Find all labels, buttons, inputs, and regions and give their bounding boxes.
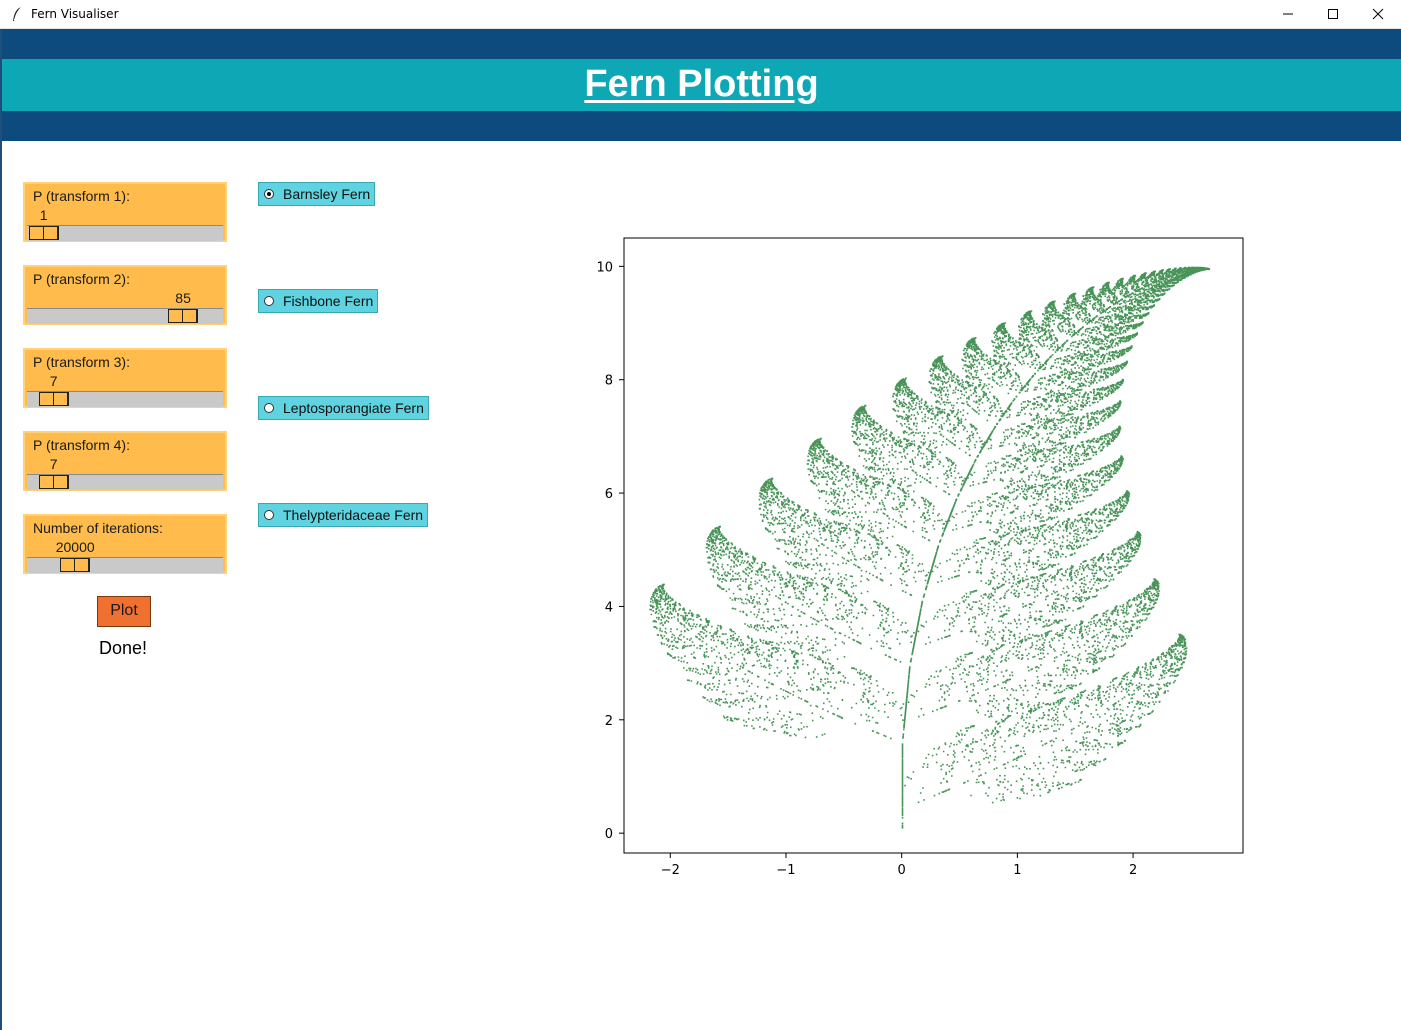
slider-value: 1 <box>39 207 48 223</box>
maximize-icon <box>1328 9 1338 19</box>
y-tick-label: 10 <box>596 260 613 275</box>
radio-label: Thelypteridaceae Fern <box>283 507 424 523</box>
radio-label: Barnsley Fern <box>283 186 371 202</box>
y-tick-label: 0 <box>605 827 613 842</box>
radio-label: Leptosporangiate Fern <box>283 400 424 416</box>
scatter-points <box>649 266 1211 829</box>
slider-transform-4: P (transform 4): 7 <box>23 431 227 491</box>
minimize-button[interactable] <box>1265 0 1311 28</box>
status-text: Done! <box>99 638 148 658</box>
plot-button[interactable]: Plot <box>97 596 151 627</box>
x-tick-label: 0 <box>898 863 906 878</box>
close-icon <box>1372 8 1384 20</box>
slider-thumb[interactable] <box>38 392 69 406</box>
radio-thelypteridaceae-fern[interactable]: Thelypteridaceae Fern <box>258 503 429 527</box>
slider-value: 7 <box>49 373 58 389</box>
slider-label: P (transform 4): <box>33 437 130 453</box>
close-button[interactable] <box>1355 0 1401 28</box>
slider-thumb[interactable] <box>60 558 91 572</box>
fern-scatter-plot: −2 −1 0 1 2 0 2 4 6 8 10 <box>596 237 1244 878</box>
radio-indicator <box>264 296 274 306</box>
y-tick-label: 8 <box>605 374 613 389</box>
slider-label: P (transform 3): <box>33 354 130 370</box>
slider-label: P (transform 1): <box>33 188 130 204</box>
slider-value: 20000 <box>55 539 95 555</box>
radio-leptosporangiate-fern[interactable]: Leptosporangiate Fern <box>258 396 429 420</box>
slider-trough[interactable] <box>27 391 223 407</box>
slider-transform-3: P (transform 3): 7 <box>23 348 227 408</box>
slider-thumb[interactable] <box>168 309 199 323</box>
y-tick-label: 4 <box>605 600 613 615</box>
slider-thumb[interactable] <box>28 226 59 240</box>
minimize-icon <box>1283 13 1293 15</box>
radio-indicator <box>264 510 274 520</box>
radio-barnsley-fern[interactable]: Barnsley Fern <box>258 182 376 206</box>
radio-label: Fishbone Fern <box>283 293 374 309</box>
slider-trough[interactable] <box>27 225 223 241</box>
window-title: Fern Visualiser <box>31 7 119 21</box>
x-tick-label: 2 <box>1129 863 1137 878</box>
x-tick-label: −1 <box>776 863 795 878</box>
maximize-button[interactable] <box>1310 0 1356 28</box>
slider-label: P (transform 2): <box>33 271 130 287</box>
slider-transform-1: P (transform 1): 1 <box>23 182 227 242</box>
plot-frame <box>623 237 1244 854</box>
slider-value: 7 <box>49 456 58 472</box>
y-tick-label: 2 <box>605 714 613 729</box>
window-titlebar: Fern Visualiser <box>0 0 1401 29</box>
radio-indicator <box>264 189 274 199</box>
slider-thumb[interactable] <box>38 475 69 489</box>
slider-transform-2: P (transform 2): 85 <box>23 265 227 325</box>
slider-trough[interactable] <box>27 474 223 490</box>
header: Fern Plotting <box>2 59 1401 111</box>
x-tick-label: 1 <box>1013 863 1021 878</box>
slider-trough[interactable] <box>27 308 223 324</box>
y-tick-label: 6 <box>605 487 613 502</box>
x-tick-label: −2 <box>661 863 680 878</box>
page-title: Fern Plotting <box>584 63 819 105</box>
slider-label: Number of iterations: <box>33 520 163 536</box>
feather-icon <box>13 6 22 21</box>
radio-indicator <box>264 403 274 413</box>
radio-fishbone-fern[interactable]: Fishbone Fern <box>258 289 379 313</box>
slider-value: 85 <box>175 290 191 306</box>
slider-trough[interactable] <box>27 557 223 573</box>
slider-iterations: Number of iterations: 20000 <box>23 514 227 574</box>
window-left-edge <box>0 29 2 1030</box>
